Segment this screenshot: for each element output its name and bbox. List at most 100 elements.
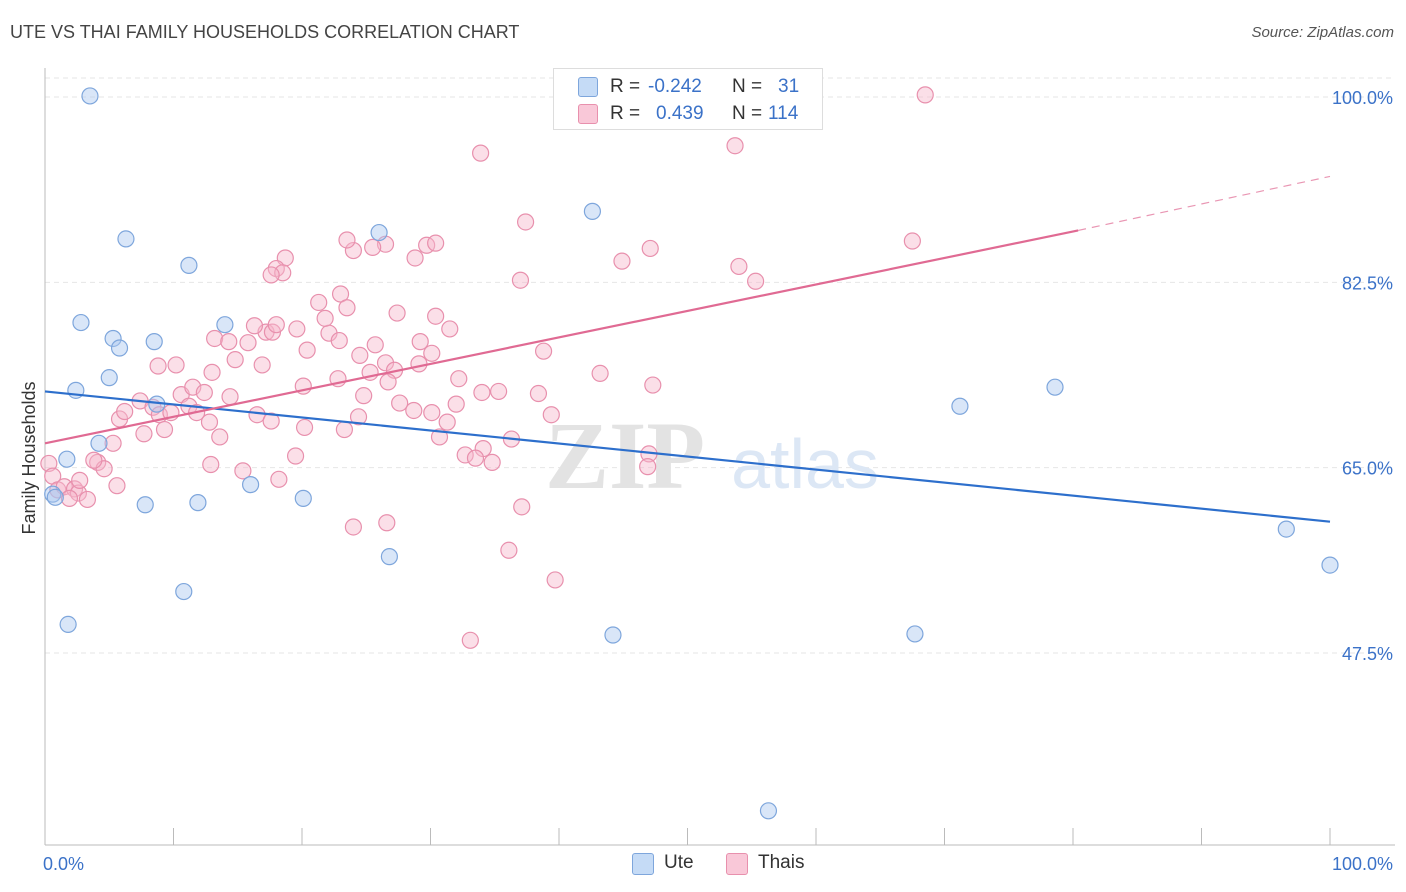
thai-point (427, 234, 445, 252)
thai-point (310, 293, 328, 312)
legend-ute-label: Ute (664, 852, 694, 873)
thai-point (916, 86, 934, 104)
ute-point (46, 488, 64, 506)
thai-point (438, 413, 456, 431)
x-tick-label-start: 0.0% (43, 854, 84, 874)
ute-point (1277, 520, 1295, 538)
y-tick-label: 100.0% (1332, 88, 1393, 108)
thai-point (104, 434, 122, 452)
thai-point (456, 446, 474, 464)
thai-point (149, 357, 167, 375)
ute-point (906, 625, 924, 643)
thai-point (40, 454, 58, 473)
ute-point (1046, 378, 1064, 396)
thai-point (60, 489, 79, 507)
thai-point (483, 453, 501, 471)
thai-point (195, 383, 213, 402)
thai-point (378, 514, 396, 532)
ute-point (145, 333, 163, 351)
thai-point (245, 317, 264, 335)
ute-point (242, 476, 260, 494)
thai-point (639, 458, 657, 476)
thai-point (450, 370, 468, 388)
thai-point (430, 428, 449, 446)
ute-swatch (578, 77, 598, 97)
ute-point (58, 450, 76, 468)
thais-r-label: R = (610, 103, 641, 124)
thai-point (202, 455, 220, 474)
thai-point (441, 320, 459, 338)
x-tick-label-end: 100.0% (1332, 854, 1393, 874)
thai-point (591, 364, 609, 383)
thai-point (641, 239, 659, 258)
thai-point (344, 241, 362, 260)
thai-point (298, 341, 316, 359)
thai-point (338, 231, 356, 249)
ute-n-label: N = (732, 76, 763, 97)
thai-point (447, 395, 465, 413)
correlation-legend: R = -0.242 N = 31 R = 0.439 N = 114 (553, 68, 823, 130)
thai-point (78, 490, 97, 509)
thai-point (388, 304, 406, 322)
thai-point (116, 402, 134, 421)
ute-point (110, 339, 129, 357)
thai-point (379, 373, 397, 391)
ute-point (44, 485, 62, 503)
thai-point (71, 471, 89, 489)
thai-point (726, 137, 744, 155)
ute-point (583, 202, 602, 220)
thai-point (410, 355, 428, 373)
ute-point (72, 313, 90, 332)
thai-point (391, 394, 409, 412)
ute-point (81, 87, 99, 105)
ute-point (100, 369, 118, 387)
thai-point (472, 144, 490, 162)
thai-point (364, 238, 382, 256)
watermark: ZIP atlas (545, 402, 879, 509)
thai-point (366, 336, 384, 354)
thai-point (270, 470, 288, 488)
thai-point (344, 518, 362, 536)
thai-point (613, 252, 631, 270)
ute-point (380, 548, 398, 566)
ute-point (759, 802, 778, 820)
thai-point (461, 631, 479, 649)
thai-point (405, 401, 423, 420)
thai-point (406, 249, 424, 267)
thais-n-label: N = (732, 103, 763, 124)
thai-point (338, 299, 356, 317)
thai-point (411, 333, 429, 351)
thai-point (490, 382, 508, 401)
thai-trend-extension (1078, 175, 1331, 232)
ute-point (370, 223, 388, 242)
thai-point (267, 316, 285, 334)
thai-points (40, 86, 934, 649)
thai-point (262, 266, 280, 284)
thai-point (331, 285, 350, 303)
legend-thais-label: Thais (758, 852, 805, 873)
thai-point (108, 477, 126, 495)
thai-point (220, 333, 238, 351)
thai-point (234, 462, 252, 480)
thai-point (239, 334, 257, 352)
thais-n-value: 114 (768, 103, 799, 124)
thai-point (135, 425, 153, 443)
ute-point (216, 316, 234, 334)
thai-trend-line (44, 229, 1079, 445)
thai-point (534, 342, 553, 360)
thai-point (546, 571, 564, 589)
thais-swatch (578, 104, 598, 124)
thai-point (295, 418, 314, 437)
ute-point (90, 434, 108, 452)
thai-point (351, 346, 369, 365)
ute-trend-line (44, 390, 1331, 523)
thai-point (221, 388, 239, 406)
thai-point (330, 331, 348, 350)
ute-point (104, 329, 122, 348)
axis-layer (44, 68, 1395, 846)
trend-layer (44, 175, 1331, 523)
thai-point (85, 451, 103, 469)
thai-point (529, 384, 548, 403)
chart-title: UTE VS THAI FAMILY HOUSEHOLDS CORRELATIO… (10, 22, 520, 42)
